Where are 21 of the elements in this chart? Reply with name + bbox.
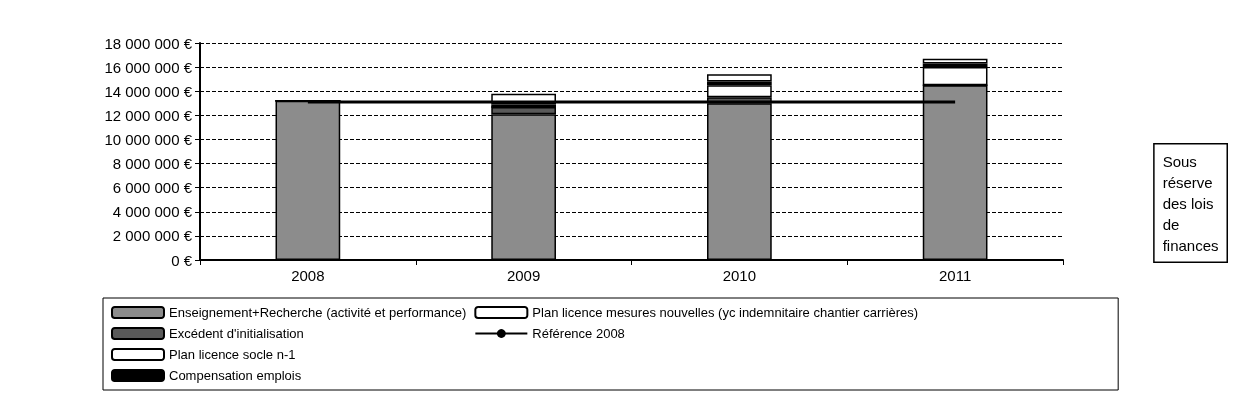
- y-tick-label: 8 000 000 €: [112, 155, 193, 173]
- text: Sous réserve des lois de finances: [1162, 152, 1219, 254]
- legend-label: Plan licence socle n-1: [169, 347, 296, 362]
- legend-label: Enseignement+Recherche (activité et performance): [169, 305, 467, 320]
- x-tick-label: 2008: [291, 267, 325, 284]
- x-tick-label: 2010: [722, 267, 757, 284]
- legend-label: Excédent d'initialisation: [169, 326, 304, 341]
- y-tick-label: 18 000 000 €: [104, 34, 193, 52]
- legend-label: Compensation emplois: [169, 368, 302, 383]
- y-tick-label: 4 000 000 €: [112, 203, 193, 221]
- y-tick-label: 12 000 000 €: [104, 106, 193, 124]
- legend-label: Référence 2008: [532, 326, 625, 341]
- y-tick-label: 2 000 000 €: [112, 227, 193, 245]
- y-tick-label: 14 000 000 €: [104, 82, 193, 100]
- x-tick-label: 2009: [506, 267, 541, 284]
- legend-label: Plan licence mesures nouvelles (yc indemnitaire chantier carrières): [532, 305, 919, 320]
- y-tick-label: 6 000 000 €: [112, 179, 193, 197]
- y-tick-label: 16 000 000 €: [104, 58, 193, 76]
- x-tick-label: 2011: [938, 267, 972, 284]
- y-tick-label: 0 €: [171, 251, 193, 269]
- y-tick-label: 10 000 000 €: [104, 130, 193, 148]
